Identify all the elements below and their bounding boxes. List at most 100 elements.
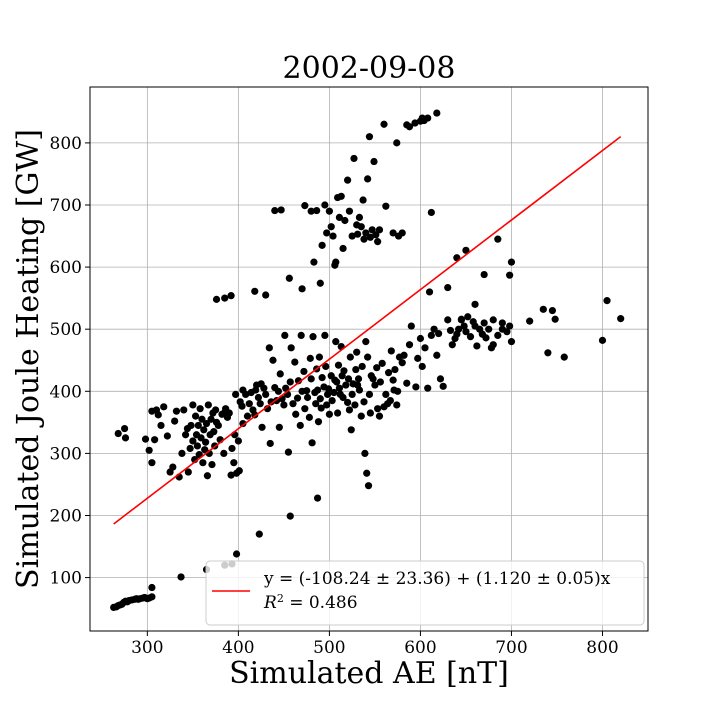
data-point [220, 449, 228, 457]
data-point [200, 426, 208, 434]
data-point [120, 424, 129, 433]
data-point [371, 381, 379, 389]
data-point [258, 423, 266, 431]
y-tick-label: 600 [50, 258, 82, 278]
data-point [393, 139, 401, 147]
data-point [260, 384, 268, 392]
plot-frame [89, 86, 649, 632]
data-point [358, 362, 366, 371]
data-point [424, 114, 432, 122]
data-point [337, 192, 345, 200]
data-point [354, 230, 362, 238]
data-point [330, 388, 338, 397]
data-point [284, 448, 293, 456]
data-point [333, 409, 342, 417]
data-point [335, 213, 344, 222]
chart-title: 2002-09-08 [283, 51, 456, 86]
data-point [386, 397, 394, 405]
data-point [234, 437, 242, 445]
data-point [418, 362, 426, 371]
data-point [186, 444, 194, 453]
data-point [323, 229, 331, 237]
data-point [187, 421, 195, 430]
data-point [462, 328, 470, 336]
data-point [433, 351, 441, 359]
data-point [308, 439, 316, 447]
data-point [316, 395, 324, 403]
data-point [305, 413, 313, 421]
data-point [439, 382, 447, 390]
data-point [294, 377, 303, 385]
data-point [287, 344, 295, 352]
data-point [171, 417, 179, 425]
data-point [329, 232, 337, 240]
data-point [286, 512, 294, 520]
data-point [341, 216, 349, 225]
data-point [366, 409, 374, 417]
data-point [277, 206, 285, 214]
data-point [207, 415, 215, 423]
data-point [375, 412, 384, 420]
data-point [362, 229, 370, 237]
data-point [239, 419, 247, 428]
data-point [275, 423, 283, 431]
data-point [482, 334, 490, 342]
data-point [373, 364, 381, 372]
data-point [344, 176, 352, 184]
data-point [359, 196, 367, 204]
data-point [307, 375, 315, 383]
data-point [300, 367, 308, 376]
data-point [365, 133, 374, 141]
data-point [169, 463, 177, 471]
data-point [345, 207, 354, 215]
x-tick-label: 400 [222, 638, 254, 658]
data-point [243, 412, 252, 420]
y-tick-label: 700 [50, 196, 82, 216]
data-point [494, 331, 502, 340]
data-point [464, 313, 472, 321]
data-point [364, 353, 372, 361]
data-point [310, 258, 318, 266]
data-point [485, 325, 493, 333]
data-point [345, 406, 354, 414]
data-point [364, 482, 373, 490]
data-point [235, 467, 243, 475]
data-point [280, 401, 288, 409]
data-point [539, 305, 547, 313]
data-point [436, 375, 445, 383]
data-point [301, 202, 309, 210]
data-point [303, 393, 312, 402]
data-point [221, 294, 229, 302]
axis-ticks: 300 400 500 600 700 800 100 200 300 400 500 600 700 8… [50, 134, 619, 658]
data-point [197, 434, 205, 442]
data-point [269, 356, 277, 364]
data-point [204, 401, 212, 409]
data-point [548, 306, 557, 315]
r2-symbol: R [263, 593, 277, 613]
y-tick-label: 300 [50, 444, 82, 464]
data-point [374, 238, 382, 246]
data-point [297, 331, 305, 340]
data-point [350, 154, 358, 163]
data-point [462, 246, 470, 254]
data-point [340, 367, 348, 375]
data-point [369, 375, 377, 383]
data-point [303, 387, 311, 395]
data-point [285, 274, 293, 282]
data-point [489, 316, 497, 324]
x-tick-label: 500 [313, 638, 345, 658]
data-point [412, 383, 420, 391]
data-point [617, 315, 625, 323]
data-point [398, 359, 406, 367]
data-point [293, 394, 302, 402]
data-point [266, 439, 274, 448]
data-point [560, 353, 568, 361]
data-point [503, 328, 511, 336]
data-point [312, 400, 320, 408]
data-point [276, 370, 284, 378]
data-point [389, 376, 397, 384]
data-points [110, 109, 625, 612]
y-tick-label: 200 [50, 506, 82, 526]
data-point [398, 229, 406, 237]
data-point [366, 233, 374, 241]
